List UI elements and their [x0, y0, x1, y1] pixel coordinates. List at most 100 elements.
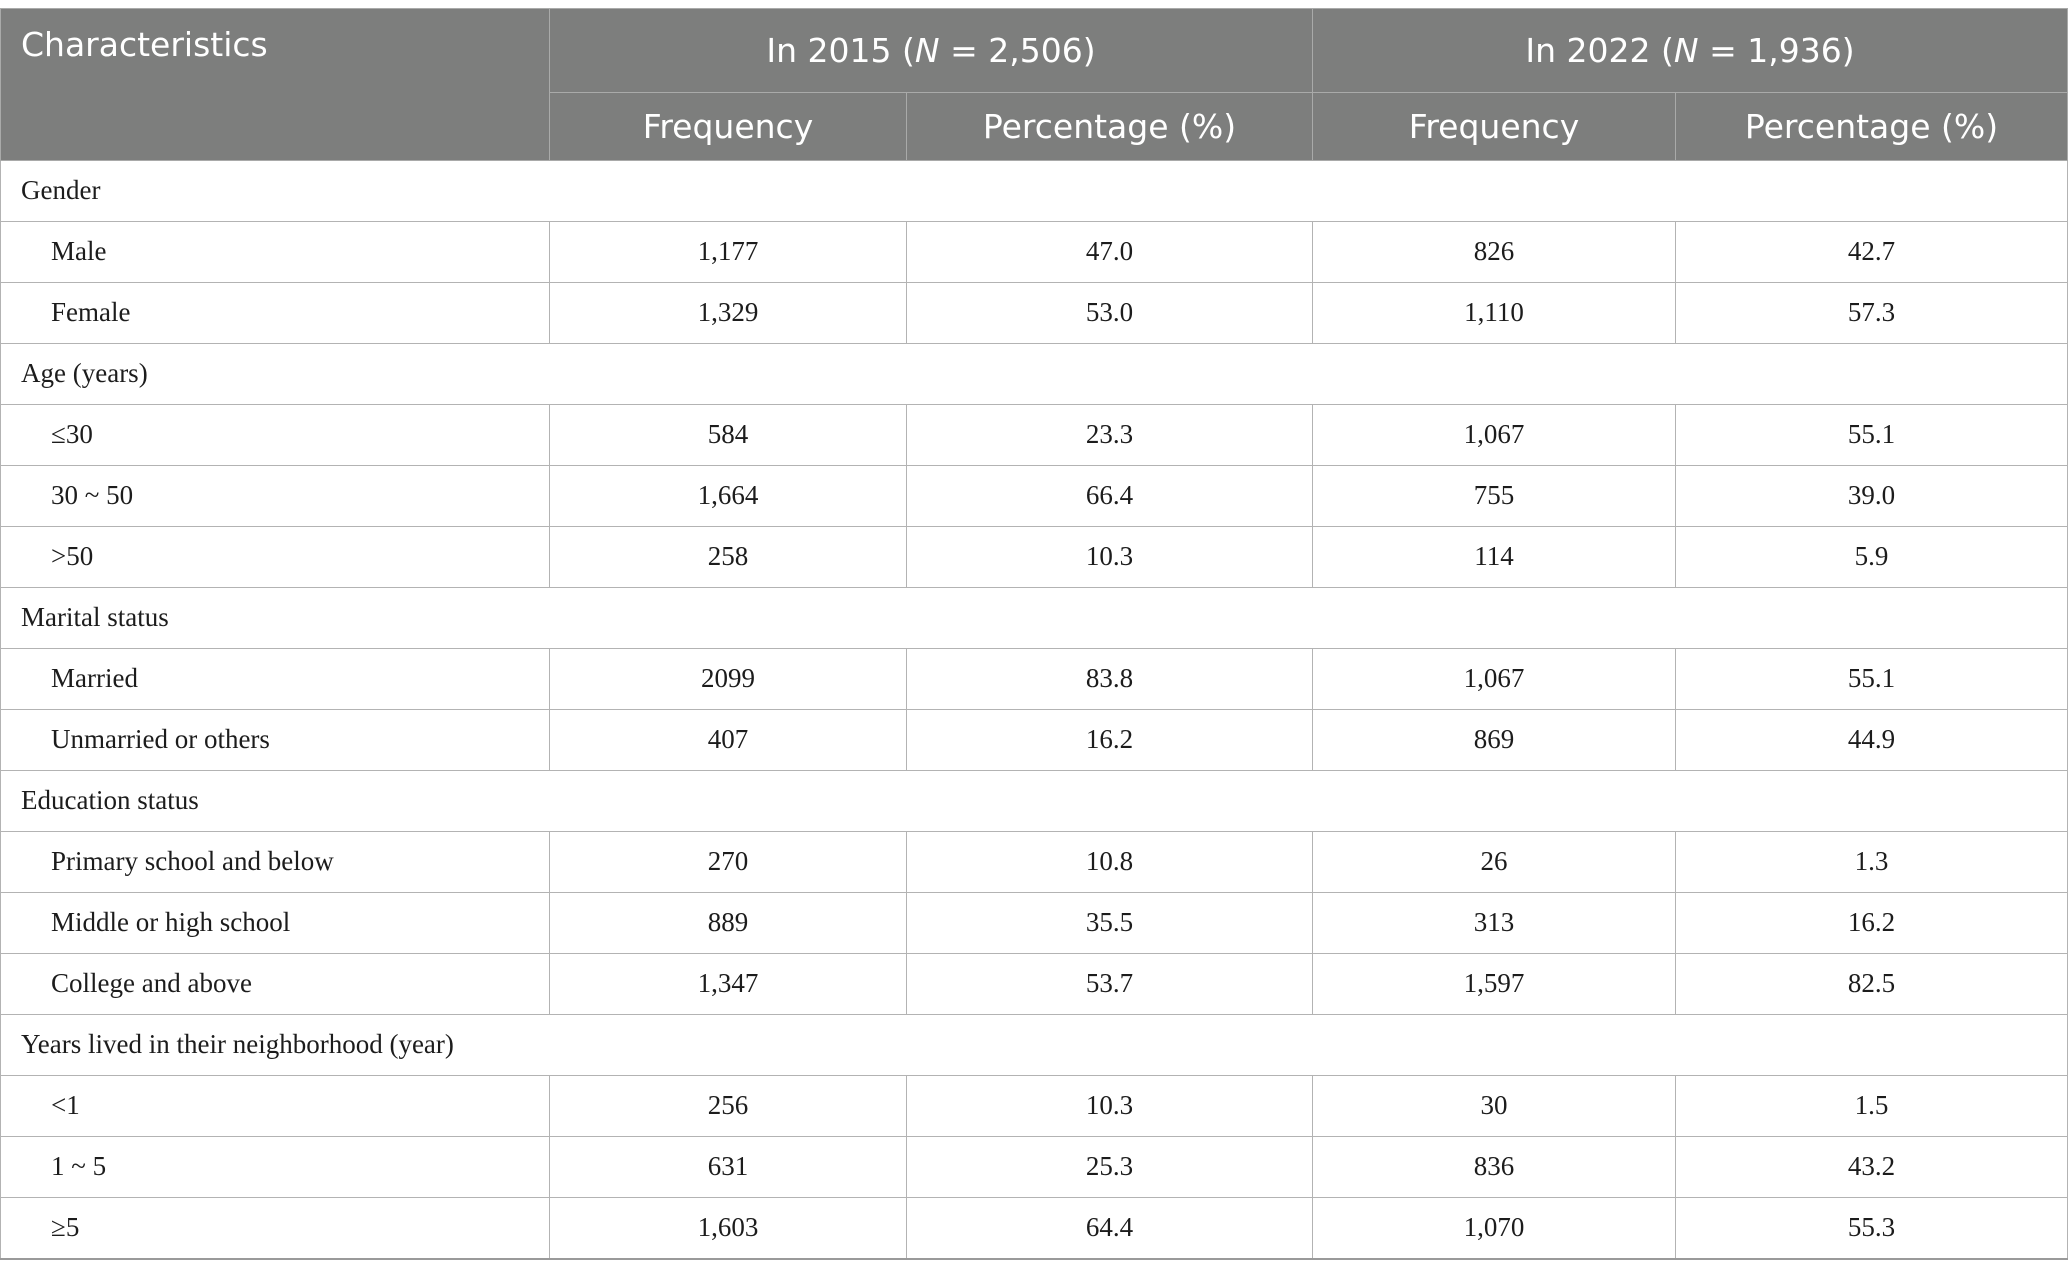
year-2015-suffix: = 2,506): [939, 30, 1096, 70]
table-row: >50 258 10.3 114 5.9: [0, 525, 2068, 588]
table-row: ≤30 584 23.3 1,067 55.1: [0, 403, 2068, 466]
frequency-2015-cell: 1,664: [549, 464, 907, 527]
table-body: Gender Male 1,177 47.0 826 42.7 Female 1,329 53.…: [0, 159, 2068, 1260]
table-row: Unmarried or others 407 16.2 869 44.9: [0, 708, 2068, 771]
section-row: Years lived in their neighborhood (year): [0, 1013, 2068, 1076]
percentage-2022-cell: 55.3: [1675, 1196, 2068, 1260]
frequency-2015-cell: 1,177: [549, 220, 907, 283]
year-2015-n-symbol: N: [914, 30, 940, 70]
frequency-2022-cell: 26: [1312, 830, 1676, 893]
percentage-2022-cell: 44.9: [1675, 708, 2068, 771]
row-label: College and above: [0, 952, 550, 1015]
percentage-2022-cell: 1.3: [1675, 830, 2068, 893]
frequency-2022-cell: 1,067: [1312, 647, 1676, 710]
percentage-2022-cell: 43.2: [1675, 1135, 2068, 1198]
row-label: >50: [0, 525, 550, 588]
percentage-2022-cell: 16.2: [1675, 891, 2068, 954]
percentage-2015-cell: 10.3: [906, 1074, 1313, 1137]
frequency-2015-cell: 631: [549, 1135, 907, 1198]
table-row: Male 1,177 47.0 826 42.7: [0, 220, 2068, 283]
section-title: Education status: [0, 769, 2068, 832]
percentage-2022-header: Percentage (%): [1675, 91, 2068, 161]
frequency-2015-cell: 1,603: [549, 1196, 907, 1260]
frequency-2015-cell: 1,347: [549, 952, 907, 1015]
section-title: Years lived in their neighborhood (year): [0, 1013, 2068, 1076]
frequency-2022-cell: 30: [1312, 1074, 1676, 1137]
table-row: Married 2099 83.8 1,067 55.1: [0, 647, 2068, 710]
percentage-2015-cell: 10.3: [906, 525, 1313, 588]
year-2022-suffix: = 1,936): [1698, 30, 1855, 70]
section-row: Marital status: [0, 586, 2068, 649]
table-row: ≥5 1,603 64.4 1,070 55.3: [0, 1196, 2068, 1260]
demographics-table: Characteristics In 2015 (N = 2,506) In 2…: [0, 8, 2068, 1260]
percentage-2022-cell: 5.9: [1675, 525, 2068, 588]
frequency-2015-cell: 1,329: [549, 281, 907, 344]
percentage-2015-cell: 53.7: [906, 952, 1313, 1015]
frequency-2022-cell: 1,597: [1312, 952, 1676, 1015]
frequency-2015-cell: 2099: [549, 647, 907, 710]
table-row: Female 1,329 53.0 1,110 57.3: [0, 281, 2068, 344]
frequency-2015-cell: 407: [549, 708, 907, 771]
table-header: Characteristics In 2015 (N = 2,506) In 2…: [0, 8, 2068, 161]
frequency-2022-cell: 1,067: [1312, 403, 1676, 466]
percentage-2022-cell: 57.3: [1675, 281, 2068, 344]
section-title: Marital status: [0, 586, 2068, 649]
year-2015-prefix: In 2015 (: [766, 30, 915, 70]
percentage-2015-cell: 25.3: [906, 1135, 1313, 1198]
row-label: Unmarried or others: [0, 708, 550, 771]
frequency-2015-cell: 270: [549, 830, 907, 893]
percentage-2015-cell: 83.8: [906, 647, 1313, 710]
frequency-2015-cell: 889: [549, 891, 907, 954]
row-label: Middle or high school: [0, 891, 550, 954]
frequency-2022-cell: 836: [1312, 1135, 1676, 1198]
row-label: Primary school and below: [0, 830, 550, 893]
table-row: Middle or high school 889 35.5 313 16.2: [0, 891, 2068, 954]
row-label: 1 ~ 5: [0, 1135, 550, 1198]
characteristics-header-spacer: [0, 92, 550, 161]
percentage-2022-cell: 82.5: [1675, 952, 2068, 1015]
frequency-2022-cell: 869: [1312, 708, 1676, 771]
percentage-2022-cell: 39.0: [1675, 464, 2068, 527]
year-2022-prefix: In 2022 (: [1525, 30, 1674, 70]
section-row: Age (years): [0, 342, 2068, 405]
row-label: <1: [0, 1074, 550, 1137]
percentage-2015-header: Percentage (%): [906, 91, 1313, 161]
percentage-2015-cell: 66.4: [906, 464, 1313, 527]
frequency-2022-cell: 114: [1312, 525, 1676, 588]
percentage-2015-cell: 35.5: [906, 891, 1313, 954]
header-row-years: Characteristics In 2015 (N = 2,506) In 2…: [0, 8, 2068, 93]
year-2022-n-symbol: N: [1673, 30, 1699, 70]
section-row: Gender: [0, 159, 2068, 222]
frequency-2022-cell: 1,110: [1312, 281, 1676, 344]
section-title: Gender: [0, 159, 2068, 222]
table-row: Primary school and below 270 10.8 26 1.3: [0, 830, 2068, 893]
percentage-2015-cell: 16.2: [906, 708, 1313, 771]
frequency-2022-cell: 826: [1312, 220, 1676, 283]
percentage-2015-cell: 23.3: [906, 403, 1313, 466]
frequency-2022-header: Frequency: [1312, 91, 1676, 161]
row-label: Male: [0, 220, 550, 283]
frequency-2015-cell: 258: [549, 525, 907, 588]
percentage-2022-cell: 55.1: [1675, 403, 2068, 466]
percentage-2022-cell: 1.5: [1675, 1074, 2068, 1137]
row-label: ≤30: [0, 403, 550, 466]
year-2022-header: In 2022 (N = 1,936): [1312, 8, 2068, 93]
percentage-2015-cell: 47.0: [906, 220, 1313, 283]
percentage-2022-cell: 55.1: [1675, 647, 2068, 710]
percentage-2015-cell: 53.0: [906, 281, 1313, 344]
row-label: Married: [0, 647, 550, 710]
frequency-2022-cell: 1,070: [1312, 1196, 1676, 1260]
percentage-2022-cell: 42.7: [1675, 220, 2068, 283]
table-row: 30 ~ 50 1,664 66.4 755 39.0: [0, 464, 2068, 527]
frequency-2015-header: Frequency: [549, 91, 907, 161]
header-row-metrics: Frequency Percentage (%) Frequency Perce…: [0, 91, 2068, 161]
characteristics-header: Characteristics: [0, 8, 550, 92]
section-row: Education status: [0, 769, 2068, 832]
frequency-2015-cell: 584: [549, 403, 907, 466]
percentage-2015-cell: 64.4: [906, 1196, 1313, 1260]
frequency-2022-cell: 755: [1312, 464, 1676, 527]
row-label: ≥5: [0, 1196, 550, 1260]
row-label: 30 ~ 50: [0, 464, 550, 527]
percentage-2015-cell: 10.8: [906, 830, 1313, 893]
table-row: College and above 1,347 53.7 1,597 82.5: [0, 952, 2068, 1015]
